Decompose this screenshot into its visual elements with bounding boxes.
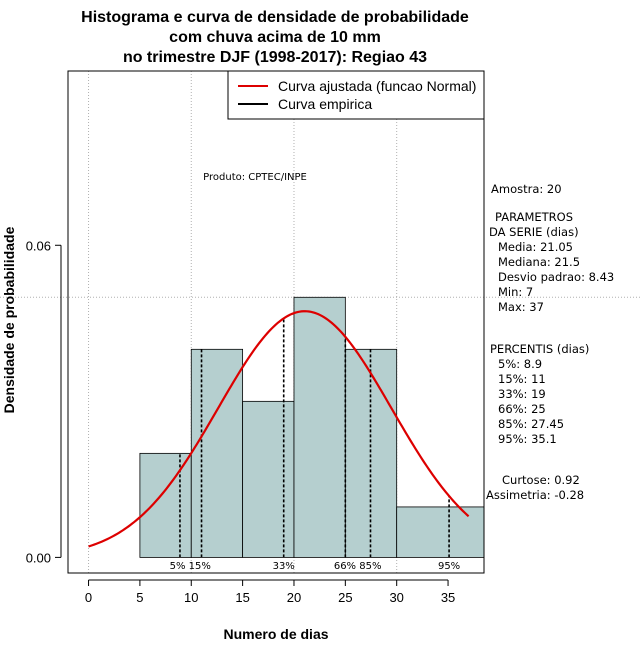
histogram-bar-2	[242, 400, 295, 558]
info-assimetria: Assimetria: -0.28	[486, 488, 584, 502]
info-min: Min: 7	[498, 285, 533, 299]
percentile-labels: 5% 15% 33% 66% 85% 95%	[170, 561, 461, 572]
info-max: Max: 37	[498, 300, 544, 314]
legend-normal-label: Curva ajustada (funcao Normal)	[278, 78, 476, 94]
x-tick-label-10: 10	[184, 590, 198, 605]
y-tick-label-1: 0.06	[26, 238, 51, 253]
percentile-label-3: 95%	[438, 561, 460, 572]
percentile-label-2: 66% 85%	[334, 561, 382, 572]
chart-title-line-2: com chuva acima de 10 mm	[169, 29, 381, 46]
chart-title-line-3: no trimestre DJF (1998-2017): Regiao 43	[123, 49, 427, 66]
percentile-label-0: 5% 15%	[170, 561, 211, 572]
y-axis-label: Densidade de probabilidade	[1, 226, 17, 413]
normal-curve	[88, 310, 470, 548]
legend: Curva ajustada (funcao Normal) Curva emp…	[227, 70, 485, 120]
x-axis-label: Numero de dias	[223, 626, 328, 642]
y-axis: 0.00 0.06	[26, 238, 62, 565]
legend-box	[227, 70, 485, 120]
normal-curve-layer	[88, 310, 470, 548]
info-mediana: Mediana: 21.5	[498, 255, 580, 269]
info-p95: 95%: 35.1	[498, 432, 557, 446]
info-amostra: Amostra: 20	[491, 182, 562, 196]
statistics-panel: Amostra: 20 PARAMETROS DA SERIE (dias) M…	[486, 182, 614, 502]
info-media: Media: 21.05	[498, 240, 573, 254]
x-tick-label-0: 0	[85, 590, 92, 605]
info-p15: 15%: 11	[498, 372, 546, 386]
info-da-serie-heading: DA SERIE (dias)	[489, 225, 579, 239]
info-desvio-padrao: Desvio padrao: 8.43	[498, 270, 614, 284]
histogram-bar-4	[344, 348, 398, 558]
x-tick-label-5: 5	[136, 590, 143, 605]
x-axis: 0 5 10 15 20 25 30 35	[85, 579, 455, 605]
info-p5: 5%: 8.9	[498, 357, 542, 371]
y-tick-label-0: 0.00	[26, 550, 51, 565]
histogram-bar-5	[396, 506, 485, 558]
histogram-bar-0	[139, 452, 192, 558]
legend-empirical-label: Curva empirica	[278, 96, 372, 112]
info-p85: 85%: 27.45	[498, 417, 564, 431]
x-tick-label-20: 20	[287, 590, 301, 605]
x-tick-label-15: 15	[235, 590, 249, 605]
chart-title-line-1: Histograma e curva de densidade de proba…	[81, 9, 469, 26]
info-p66: 66%: 25	[498, 402, 546, 416]
histogram-bar-1	[190, 348, 244, 558]
produto-annotation: Produto: CPTEC/INPE	[203, 172, 307, 183]
histogram-bar-3	[293, 296, 346, 558]
x-tick-label-30: 30	[389, 590, 403, 605]
info-percentis-heading: PERCENTIS (dias)	[490, 342, 589, 356]
info-curtose: Curtose: 0.92	[502, 473, 580, 487]
histogram-bars	[139, 296, 485, 558]
x-tick-label-25: 25	[338, 590, 352, 605]
x-tick-label-35: 35	[441, 590, 455, 605]
info-parametros-heading: PARAMETROS	[495, 210, 573, 224]
info-p33: 33%: 19	[498, 387, 546, 401]
percentile-label-1: 33%	[273, 561, 295, 572]
